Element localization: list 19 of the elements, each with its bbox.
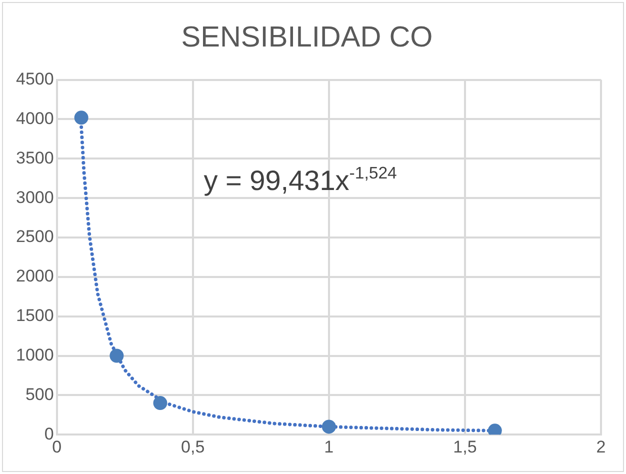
x-tick-label: 1,5: [453, 437, 477, 456]
y-tick-label: 1000: [16, 345, 54, 364]
y-tick-label: 500: [25, 384, 54, 404]
x-tick-label: 0,5: [181, 437, 205, 456]
y-tick-label: 4500: [16, 69, 54, 88]
y-tick-label: 3000: [16, 188, 54, 207]
y-tick-label: 2500: [16, 227, 54, 246]
y-tick-label: 1500: [16, 306, 54, 326]
point: [153, 396, 168, 410]
y-tick-label: 3500: [16, 148, 54, 168]
point: [110, 348, 124, 363]
chart-title: SENSIBILIDAD CO: [181, 21, 433, 54]
y-tick-label: 0: [44, 424, 54, 444]
point: [74, 110, 88, 125]
x-tick-label: 2: [596, 437, 606, 456]
y-tick-label: 2000: [16, 266, 54, 286]
y-tick-label: 4000: [16, 108, 54, 128]
x-tick-label: 1: [324, 437, 334, 456]
point: [322, 420, 336, 434]
